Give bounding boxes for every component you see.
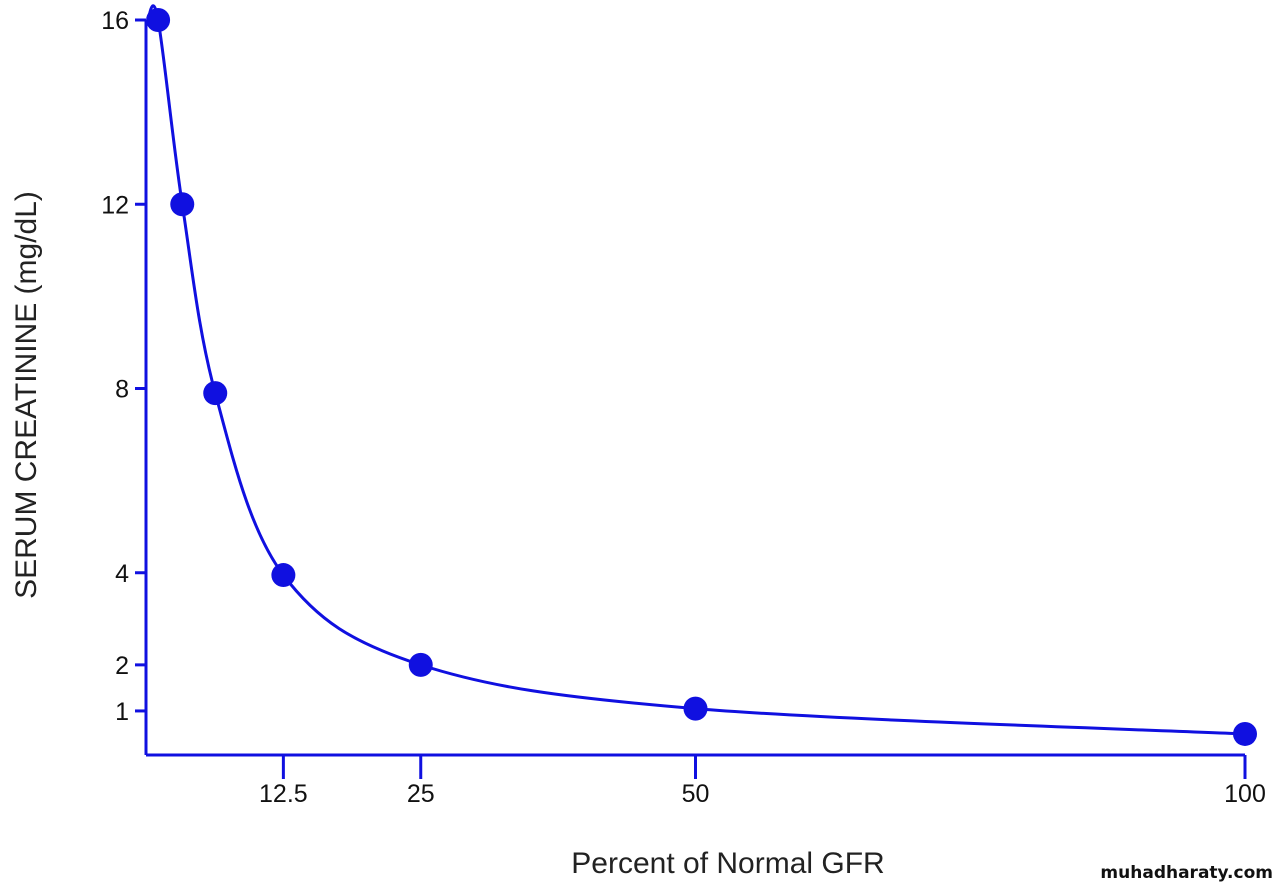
series-line (146, 4, 1246, 736)
data-point (271, 563, 296, 588)
y-tick-label: 1 (115, 698, 129, 726)
data-point (1233, 721, 1257, 746)
y-axis-label: SERUM CREATININE (mg/dL) (10, 191, 43, 599)
y-tick-label: 16 (101, 7, 129, 35)
data-point (408, 652, 433, 677)
y-tick-label: 2 (115, 652, 129, 680)
y-tick-label: 8 (115, 376, 129, 404)
data-point (146, 8, 171, 32)
data-point (203, 381, 228, 406)
data-point (170, 192, 195, 217)
y-tick-label: 12 (101, 191, 129, 219)
y-tick-label: 4 (115, 560, 129, 588)
x-tick-label: 25 (407, 780, 435, 808)
x-axis-label: Percent of Normal GFR (571, 847, 884, 880)
watermark: muhadharaty.com (1100, 863, 1273, 883)
x-tick-label: 100 (1224, 780, 1266, 808)
x-tick-label: 12.5 (259, 780, 308, 808)
x-tick-label: 50 (682, 780, 710, 808)
data-point (683, 696, 708, 721)
